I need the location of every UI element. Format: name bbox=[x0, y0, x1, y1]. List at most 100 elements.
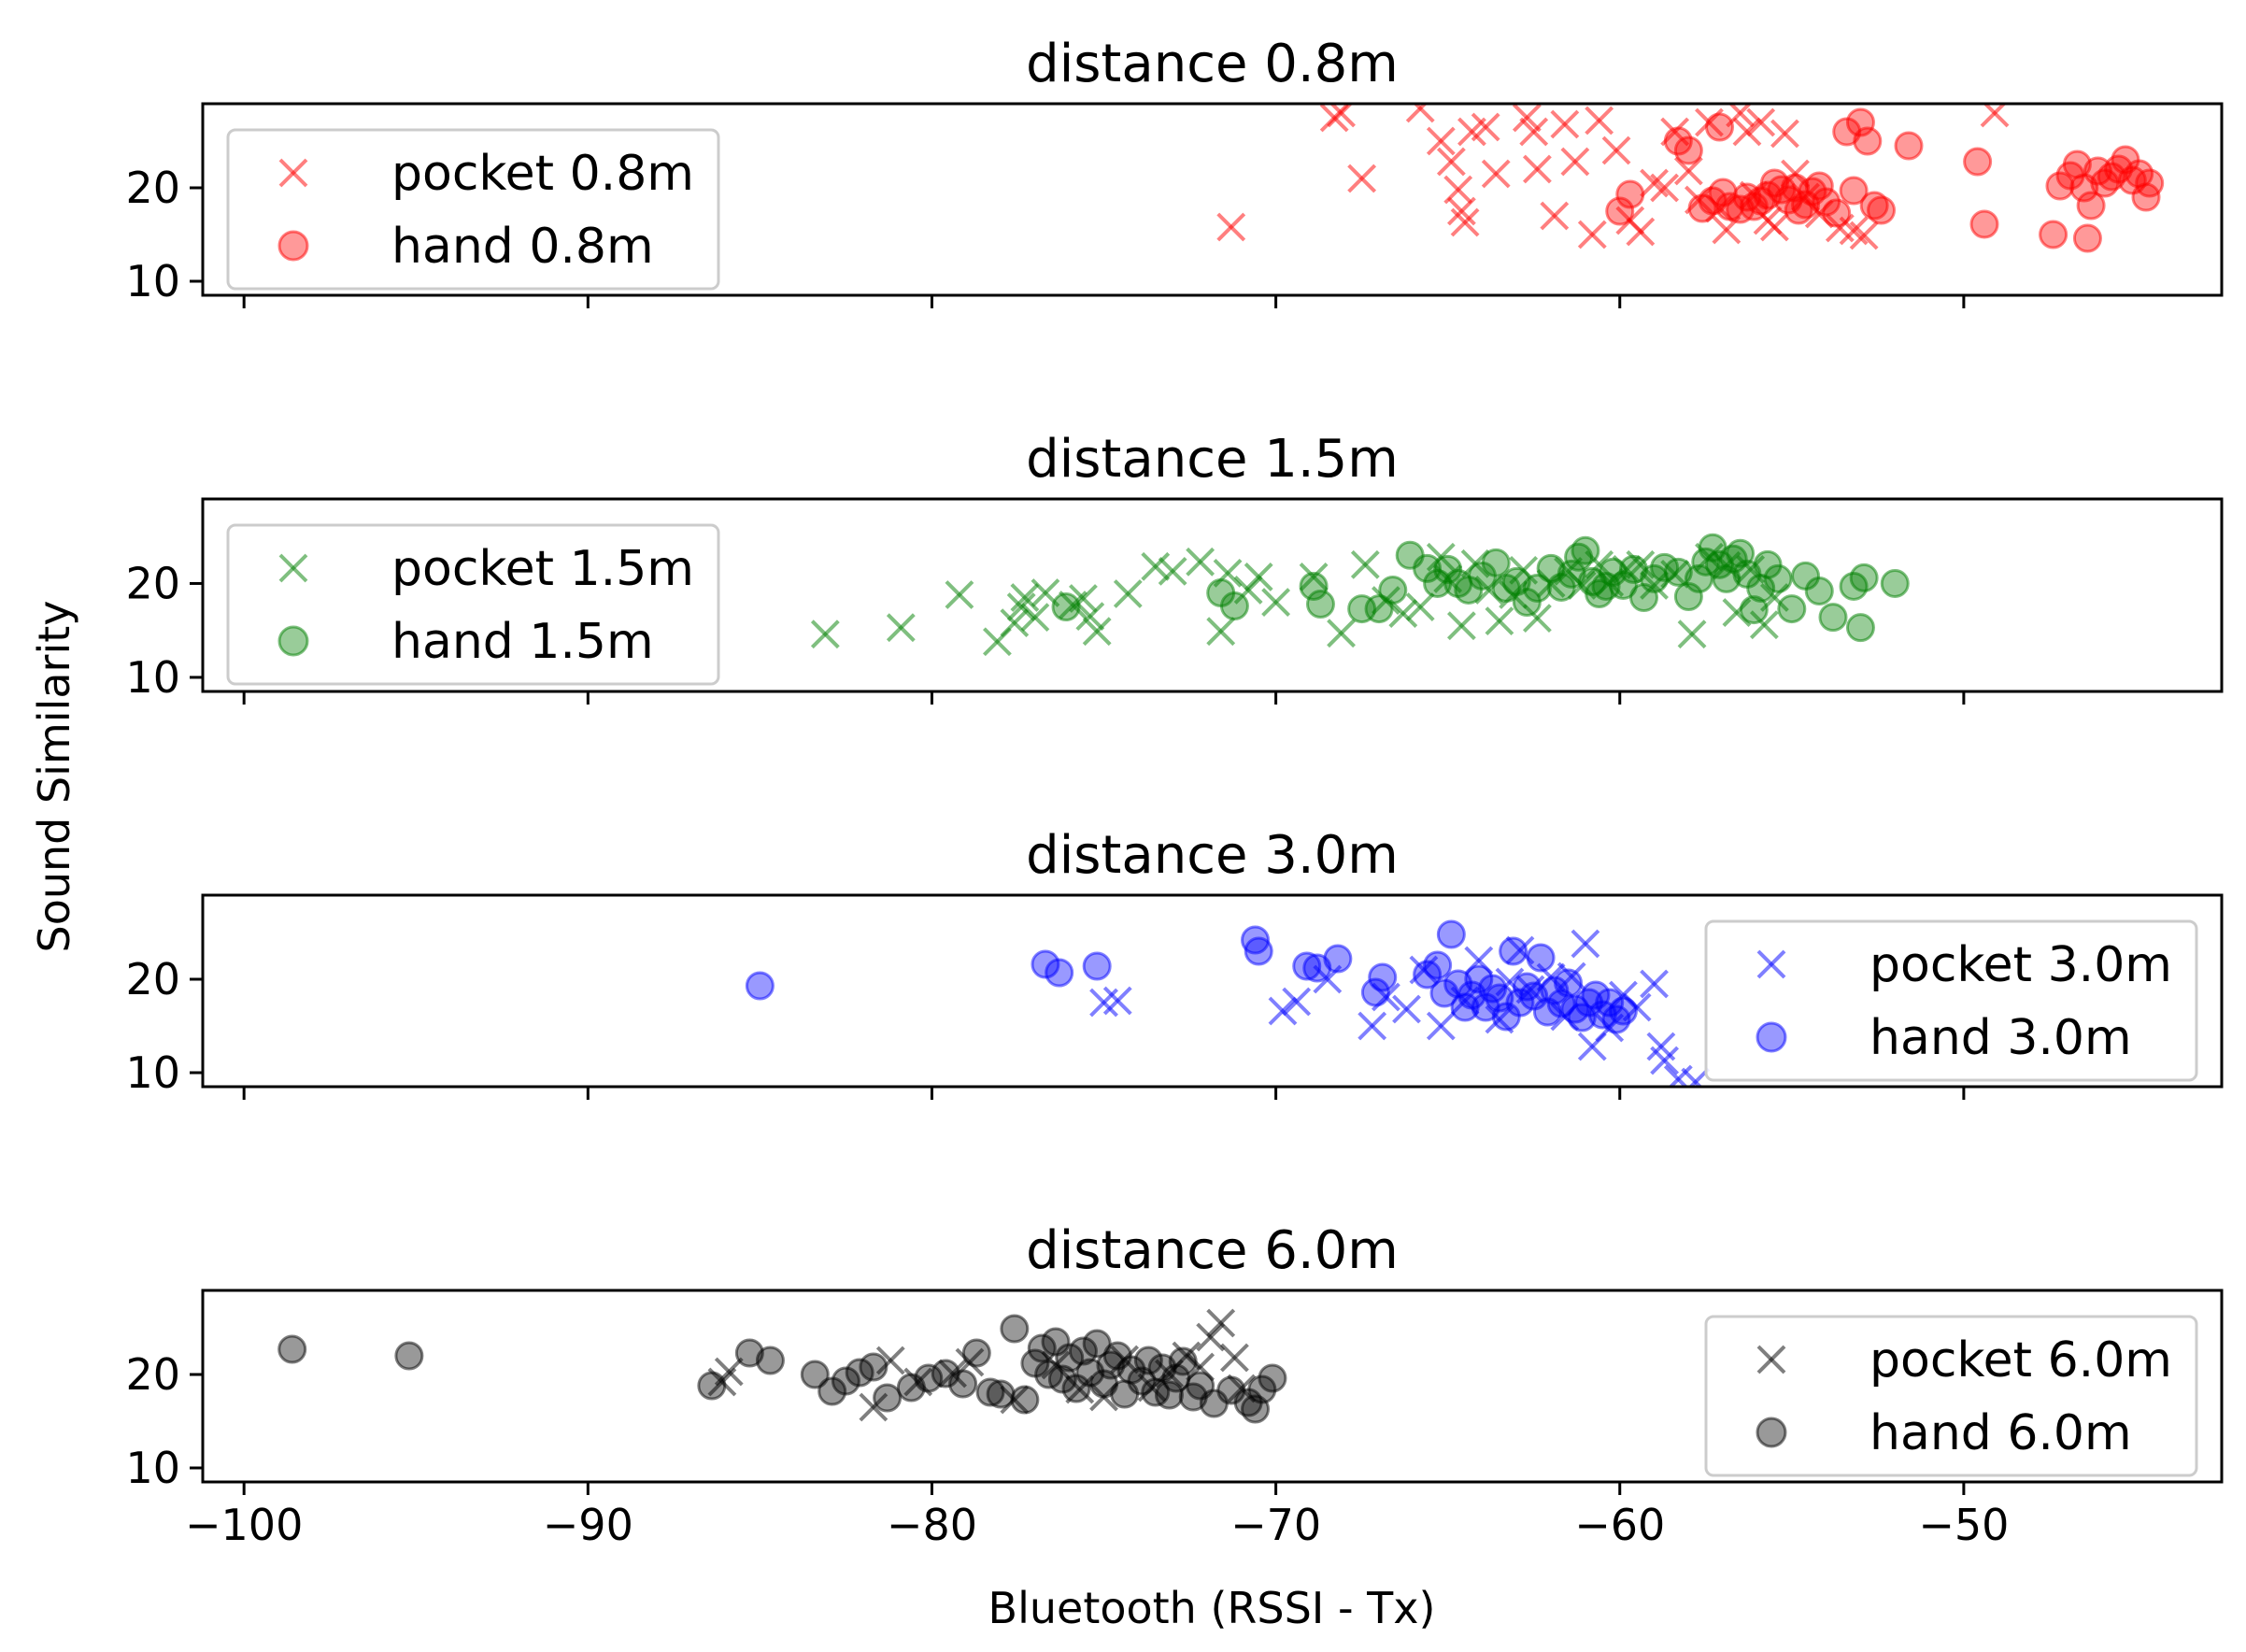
panel-2-pocket-point-7-stroke-b bbox=[1020, 603, 1050, 633]
panel-4-hand-point-18 bbox=[1000, 1314, 1030, 1344]
panel-1-hand-point-31 bbox=[1963, 147, 1993, 177]
panel-2-pocket-point-24 bbox=[1350, 549, 1380, 579]
panel-3-legend-marker-pocket-stroke-b bbox=[1756, 949, 1786, 979]
panel-1-legend-label-pocket: pocket 0.8m bbox=[391, 146, 694, 202]
panel-2-pocket-point-21-stroke-b bbox=[1261, 588, 1291, 617]
panel-2-pocket-point-40-stroke-b bbox=[1585, 549, 1614, 579]
panel-3-pocket-point-23-stroke-b bbox=[1646, 1032, 1676, 1061]
panel-2-ytick-label-20: 20 bbox=[125, 558, 180, 608]
panel-1-pocket-point-21-stroke-b bbox=[1601, 135, 1631, 165]
panel-1-legend-label-hand: hand 0.8m bbox=[391, 219, 654, 275]
panel-3-pocket-point-7-stroke-b bbox=[1392, 994, 1421, 1024]
panel-2-pocket-point-16-stroke-b bbox=[1186, 547, 1215, 577]
panel-2-pocket-point-46-stroke-b bbox=[1677, 620, 1707, 649]
panel-4-title: distance 6.0m bbox=[1026, 1220, 1399, 1281]
panel-4-hand-point-2 bbox=[697, 1371, 727, 1401]
panel-1-pocket-point-25-stroke-b bbox=[1650, 173, 1680, 203]
panel-4-pocket-point-16-stroke-b bbox=[1196, 1322, 1226, 1352]
panel-3-hand-point-3 bbox=[1082, 951, 1112, 981]
panel-2-pocket-point-2-stroke-b bbox=[945, 580, 974, 609]
x-axis-label: Bluetooth (RSSI - Tx) bbox=[988, 1583, 1436, 1633]
panel-2-hand-point-19 bbox=[1522, 573, 1552, 603]
panel-2-pocket-point-5 bbox=[1006, 592, 1036, 621]
panel-4-hand-point-41 bbox=[1168, 1346, 1198, 1376]
panel-3-legend-box bbox=[1704, 919, 2198, 1082]
panel-3-hand-point-33 bbox=[1567, 1003, 1597, 1032]
panel-1-pocket-point-9 bbox=[1450, 207, 1480, 237]
panel-2-legend-label-pocket: pocket 1.5m bbox=[391, 541, 694, 597]
panel-1-pocket-point-12-stroke-b bbox=[1481, 159, 1511, 189]
x-tick-label-3: −70 bbox=[1230, 1500, 1321, 1550]
panel-4-hand-point-19 bbox=[1010, 1385, 1040, 1415]
panel-1-pocket-point-25 bbox=[1650, 173, 1680, 203]
panel-3-title: distance 3.0m bbox=[1026, 825, 1399, 886]
panel-2-pocket-point-33-stroke-b bbox=[1485, 606, 1514, 636]
panel-3-hand-point-31 bbox=[1554, 968, 1584, 998]
panel-1-pocket-point-0-stroke-b bbox=[1216, 212, 1246, 242]
panel-3-hand-point-8 bbox=[1323, 944, 1353, 974]
panel-4-hand-point-4 bbox=[755, 1346, 785, 1375]
panel-4-hand-point-0 bbox=[277, 1334, 307, 1364]
panel-3-pocket-point-3 bbox=[1282, 987, 1312, 1017]
panel-3-pocket-point-26 bbox=[1681, 1067, 1711, 1087]
panel-3-pocket-point-28-stroke-b bbox=[1557, 961, 1586, 991]
panel-3-pocket-point-0 bbox=[1089, 988, 1118, 1018]
panel-1-hand-point-21 bbox=[1804, 171, 1834, 201]
panel-1-hand-point-27 bbox=[1853, 126, 1883, 156]
panel-1-pocket-point-0 bbox=[1216, 212, 1246, 242]
panel-1-pocket-point-20 bbox=[1585, 106, 1614, 135]
panel-2-pocket-point-27 bbox=[1405, 592, 1435, 621]
panel-2-legend-label-hand: hand 1.5m bbox=[391, 614, 654, 670]
panel-4-hand-point-27 bbox=[1068, 1336, 1098, 1366]
panel-3-pocket-point-1 bbox=[1102, 986, 1132, 1016]
panel-1-hand-point-6 bbox=[1705, 112, 1735, 142]
panel-3-pocket-point-13-stroke-b bbox=[1495, 967, 1525, 997]
panel-3-pocket-point-9-stroke-b bbox=[1426, 1011, 1456, 1041]
panel-2-legend: pocket 1.5m hand 1.5m bbox=[226, 523, 720, 686]
panel-1-pocket-point-21 bbox=[1601, 135, 1631, 165]
panel-1-ytick-label-10: 10 bbox=[125, 256, 180, 306]
panel-3-hand-point-14 bbox=[1436, 919, 1466, 949]
panel-4-ytick-label-20: 20 bbox=[125, 1349, 180, 1400]
panel-4-hand-point-12 bbox=[914, 1363, 944, 1393]
panel-4-hand-point-49 bbox=[1258, 1363, 1287, 1393]
panel-2-pocket-point-1 bbox=[886, 613, 916, 643]
panel-1-hand-point-0 bbox=[1605, 196, 1635, 226]
panel-2-pocket-point-26-stroke-b bbox=[1388, 599, 1418, 629]
panel-1-pocket-point-11 bbox=[1471, 112, 1500, 142]
panel-2-pocket-point-20-stroke-b bbox=[1244, 562, 1273, 591]
panel-2-legend-box bbox=[226, 523, 720, 686]
panel-1-pocket-point-44-stroke-b bbox=[1849, 221, 1879, 250]
panel-1-ytick-label-20: 20 bbox=[125, 163, 180, 213]
panel-2-pocket-point-4 bbox=[1000, 608, 1030, 638]
panel-1-pocket-point-15-stroke-b bbox=[1522, 154, 1552, 184]
panel-4-pocket-point-7-stroke-b bbox=[1000, 1385, 1030, 1415]
panel-4-pocket-point-18 bbox=[1220, 1343, 1249, 1373]
panel-3-hand-point-5 bbox=[1244, 936, 1273, 966]
panel-2-hand-point-3 bbox=[1299, 571, 1329, 601]
panel-3-hand-point-1 bbox=[1031, 949, 1060, 979]
panel-2-pocket-point-22-stroke-b bbox=[1299, 562, 1329, 591]
panel-2-hand-point-55 bbox=[1880, 568, 1910, 598]
x-tick-label-5: −50 bbox=[1918, 1500, 2009, 1550]
panel-3-pocket-point-9 bbox=[1426, 1011, 1456, 1041]
panel-4-points bbox=[277, 1308, 1287, 1424]
panel-4-pocket-point-17-stroke-b bbox=[1206, 1308, 1236, 1338]
panel-1-pocket-point-24 bbox=[1640, 168, 1669, 198]
panel-2-pocket-point-36-stroke-b bbox=[1522, 604, 1552, 634]
panel-2-points bbox=[810, 533, 1910, 657]
panel-1-hand-point-23 bbox=[1822, 198, 1852, 228]
panel-3-pocket-point-19 bbox=[1595, 1013, 1625, 1043]
panel-4-pocket-point-1 bbox=[714, 1357, 744, 1387]
panel-2-hand-point-9 bbox=[1413, 553, 1443, 583]
panel-2-pocket-point-19 bbox=[1233, 576, 1263, 605]
panel-4-legend-marker-hand bbox=[1756, 1417, 1787, 1448]
panel-2-pocket-point-8-stroke-b bbox=[1031, 578, 1060, 607]
panel-3-legend-label-pocket: pocket 3.0m bbox=[1869, 937, 2172, 993]
panel-1-pocket-point-9-stroke-b bbox=[1450, 207, 1480, 237]
panel-2-legend-marker-pocket bbox=[278, 553, 308, 583]
panel-3-hand-point-10 bbox=[1368, 962, 1398, 992]
panel-2-pocket-point-51 bbox=[1749, 610, 1779, 640]
panel-3-pocket-point-3-stroke-b bbox=[1282, 987, 1312, 1017]
panel-1-pocket-point-23-stroke-b bbox=[1626, 217, 1656, 247]
